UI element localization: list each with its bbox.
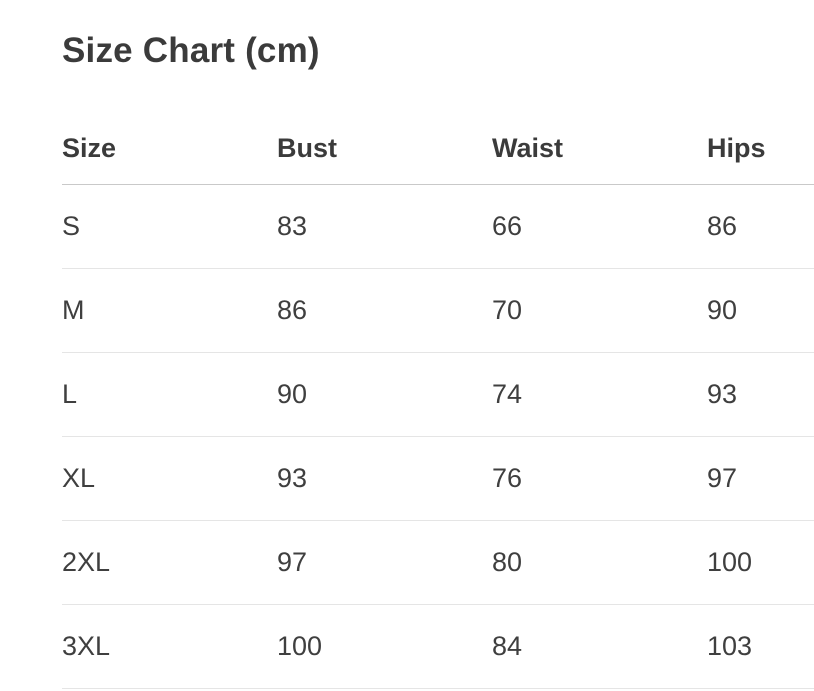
bust-cell: 93 [277,436,492,521]
table-body: S 83 66 86 M 86 70 90 L 90 74 93 XL 93 7… [62,184,814,689]
bust-cell: 83 [277,184,492,269]
hips-cell: 100 [707,520,814,605]
size-cell: S [62,184,277,269]
size-cell: XL [62,436,277,521]
hips-cell: 93 [707,352,814,437]
hips-cell: 103 [707,604,814,689]
column-header-size: Size [62,112,277,185]
page-title: Size Chart (cm) [62,31,320,70]
hips-cell: 90 [707,268,814,353]
waist-cell: 74 [492,352,707,437]
waist-cell: 66 [492,184,707,269]
table-row: 3XL 100 84 103 [62,604,814,689]
column-header-waist: Waist [492,112,707,185]
column-header-bust: Bust [277,112,492,185]
header-row: Size Bust Waist Hips [62,112,814,185]
column-header-hips: Hips [707,112,814,185]
table-row: M 86 70 90 [62,268,814,353]
bust-cell: 86 [277,268,492,353]
waist-cell: 84 [492,604,707,689]
waist-cell: 80 [492,520,707,605]
size-cell: M [62,268,277,353]
size-cell: L [62,352,277,437]
size-cell: 3XL [62,604,277,689]
waist-cell: 76 [492,436,707,521]
bust-cell: 100 [277,604,492,689]
table-header: Size Bust Waist Hips [62,112,814,185]
table-row: S 83 66 86 [62,184,814,269]
hips-cell: 86 [707,184,814,269]
table-row: 2XL 97 80 100 [62,520,814,605]
waist-cell: 70 [492,268,707,353]
table-row: XL 93 76 97 [62,436,814,521]
hips-cell: 97 [707,436,814,521]
table-row: L 90 74 93 [62,352,814,437]
bust-cell: 90 [277,352,492,437]
size-cell: 2XL [62,520,277,605]
size-chart-table: Size Bust Waist Hips S 83 66 86 M 86 70 … [62,112,814,689]
bust-cell: 97 [277,520,492,605]
